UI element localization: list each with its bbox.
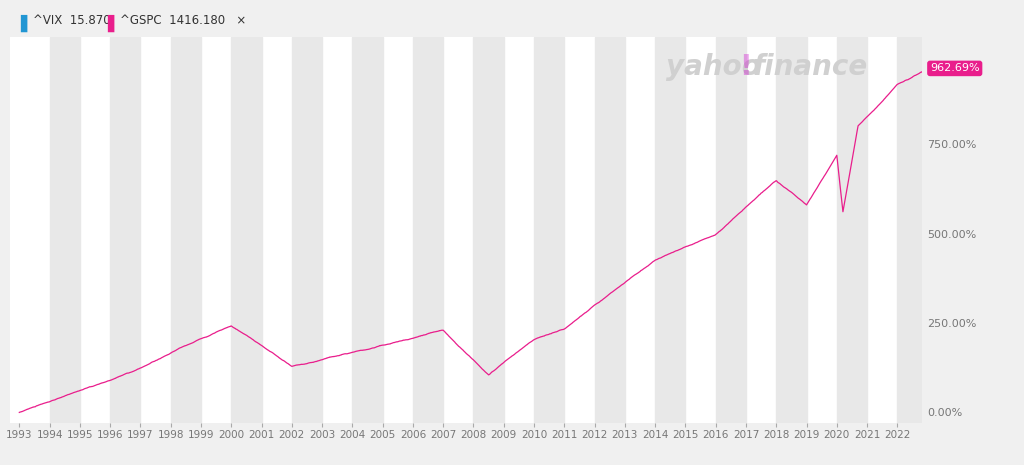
Text: ^VIX  15.870: ^VIX 15.870 bbox=[33, 14, 111, 27]
Text: !: ! bbox=[739, 53, 752, 80]
Text: ▌: ▌ bbox=[20, 14, 33, 32]
Text: 962.69%: 962.69% bbox=[930, 63, 980, 73]
Bar bbox=[655, 37, 685, 423]
Bar bbox=[535, 37, 564, 423]
Bar bbox=[352, 37, 383, 423]
Bar bbox=[837, 37, 867, 423]
Text: ^GSPC  1416.180   ×: ^GSPC 1416.180 × bbox=[120, 14, 246, 27]
Bar bbox=[49, 37, 80, 423]
Text: ▌: ▌ bbox=[108, 14, 120, 32]
Bar bbox=[595, 37, 625, 423]
Bar bbox=[716, 37, 746, 423]
Bar bbox=[776, 37, 807, 423]
Text: yahoo: yahoo bbox=[667, 53, 761, 80]
Bar bbox=[473, 37, 504, 423]
Bar bbox=[292, 37, 323, 423]
Bar bbox=[231, 37, 261, 423]
Bar bbox=[413, 37, 443, 423]
Text: finance: finance bbox=[753, 53, 868, 80]
Bar bbox=[171, 37, 201, 423]
Bar bbox=[897, 37, 928, 423]
Bar bbox=[111, 37, 140, 423]
